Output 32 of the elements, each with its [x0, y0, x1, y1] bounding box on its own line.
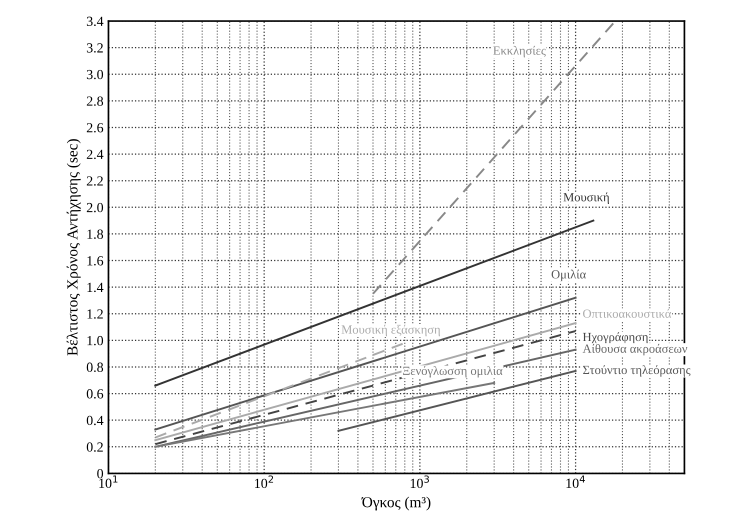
- series-label: Αίθουσα ακροάσεων: [582, 344, 688, 356]
- y-tick-label: 1.2: [87, 309, 103, 319]
- x-tick-label: 10$^{3}$: [410, 475, 429, 488]
- series-label: Οπτικοακουστικά: [583, 308, 672, 318]
- x-tick-label: 10$^{2}$: [255, 475, 274, 488]
- text: Εκκλησίες: [493, 46, 546, 58]
- y-tick-label: 1.6: [87, 256, 104, 266]
- y-tick-label: 2.6: [86, 123, 104, 132]
- x-tick-label: 10$^{4}$: [566, 475, 585, 488]
- y-tick-label: 0.4: [86, 416, 104, 426]
- y-axis-title: Βέλτιστος Χρόνος Αντήχησης (sec): [66, 139, 81, 356]
- series-label: Στούντιο τηλεόρασης: [583, 365, 690, 377]
- y-tick-label: 3.2: [86, 43, 103, 53]
- y-tick-label: 0.6: [86, 389, 104, 399]
- series-label: Ξενόγλωσση ομιλία: [402, 366, 502, 378]
- series-label: Μουσική: [563, 192, 609, 204]
- y-tick-label: 0.2: [86, 442, 103, 452]
- series-label: Ηχογράφηση: [582, 332, 648, 344]
- series-label: Μουσική εξάσκηση: [342, 324, 440, 336]
- y-tick-label: 0: [97, 468, 104, 478]
- y-tick-label: 2.0: [86, 202, 104, 212]
- y-tick-label: 3.4: [86, 16, 104, 26]
- y-tick-label: 3.0: [86, 70, 104, 80]
- y-tick-label: 2.8: [86, 96, 104, 106]
- y-tick-label: 1.8: [87, 230, 104, 239]
- y-tick-label: 2.2: [86, 176, 103, 186]
- y-tick-label: 1.0: [87, 336, 104, 346]
- series-label: Ομιλία: [552, 270, 586, 282]
- y-tick-label: 2.4: [86, 150, 104, 160]
- y-tick-label: 0.8: [86, 362, 104, 372]
- x-axis-title: Όγκος (m³): [361, 496, 430, 510]
- y-tick-label: 1.4: [87, 282, 104, 292]
